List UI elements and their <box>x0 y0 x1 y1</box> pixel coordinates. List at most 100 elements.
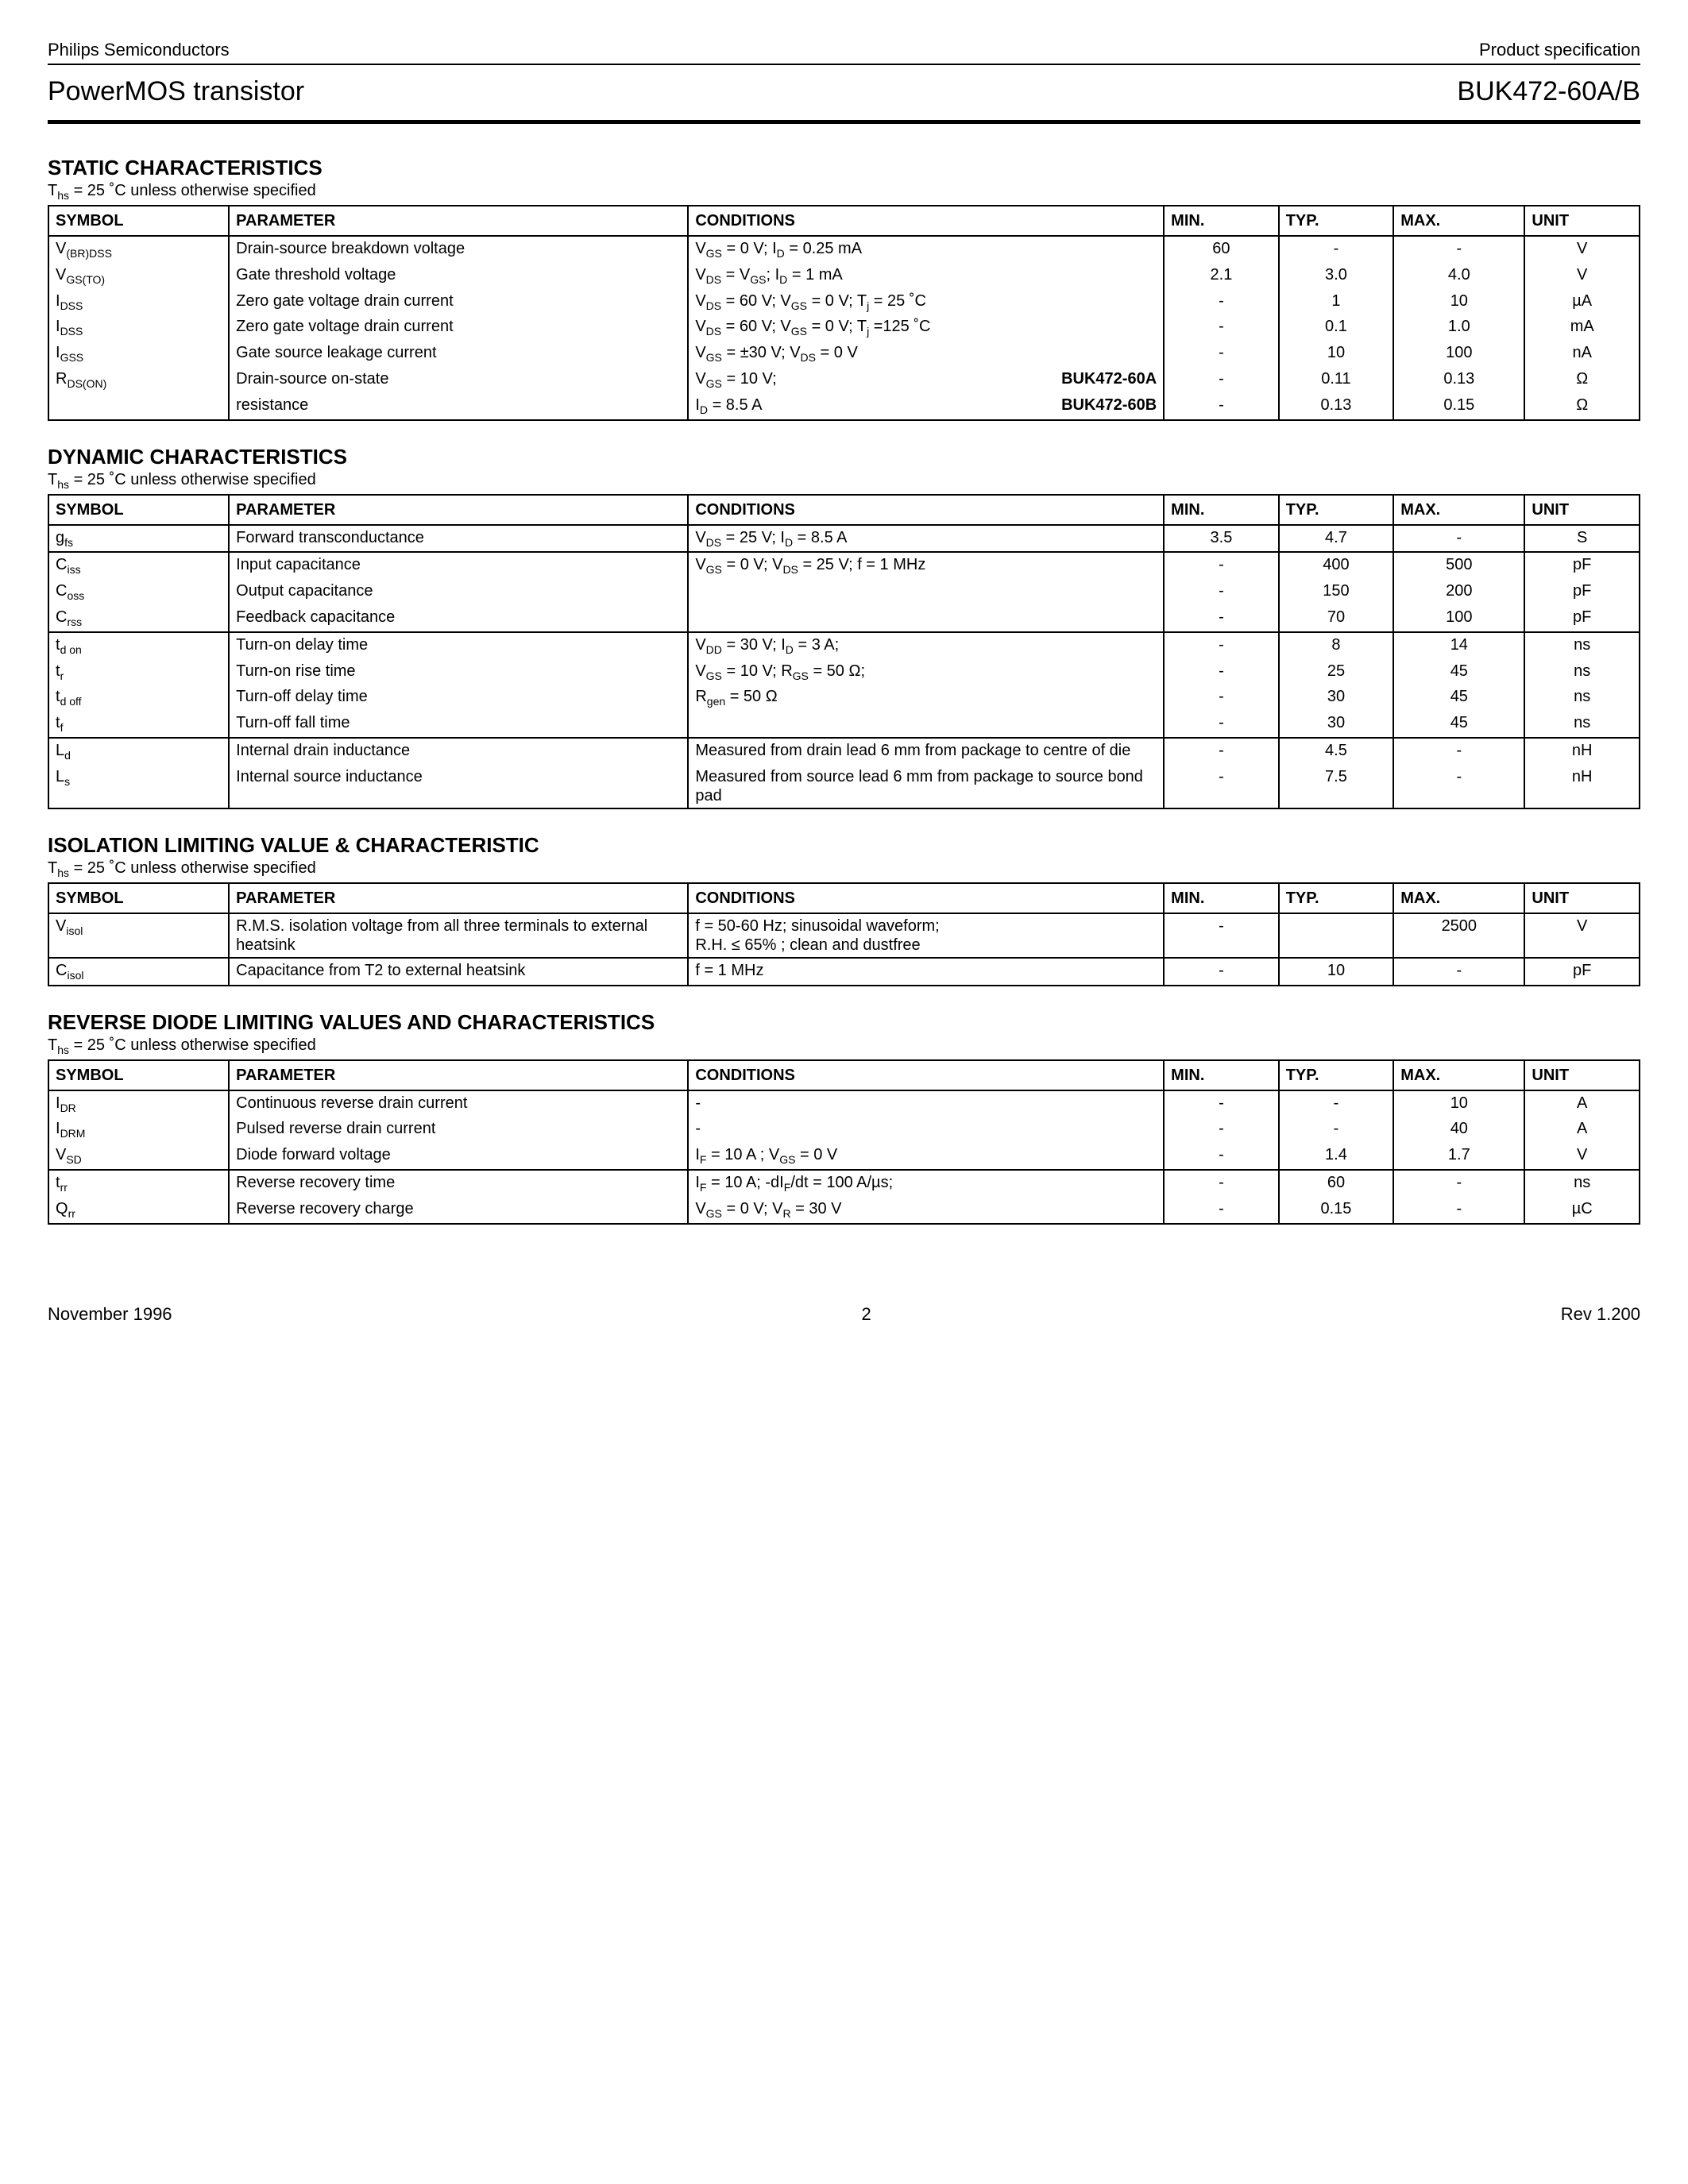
table-row: VSDDiode forward voltageIF = 10 A ; VGS … <box>48 1143 1640 1170</box>
unit-cell: nH <box>1524 738 1640 765</box>
column-header: MAX. <box>1393 1060 1524 1090</box>
company-name: Philips Semiconductors <box>48 40 230 60</box>
conditions-cell: VDS = 60 V; VGS = 0 V; Tj =125 ˚C <box>688 314 1164 341</box>
parameter-cell: Drain-source on-state <box>229 367 688 393</box>
conditions-cell: VGS = 0 V; VR = 30 V <box>688 1197 1164 1224</box>
symbol-cell: IDR <box>48 1090 229 1117</box>
max-cell: 1.7 <box>1393 1143 1524 1170</box>
section-title: REVERSE DIODE LIMITING VALUES AND CHARAC… <box>48 1010 1640 1035</box>
typ-cell: 0.15 <box>1279 1197 1394 1224</box>
conditions-cell: - <box>688 1090 1164 1117</box>
min-cell: 2.1 <box>1164 263 1279 289</box>
max-cell: - <box>1393 525 1524 553</box>
parameter-cell: Internal drain inductance <box>229 738 688 765</box>
max-cell: - <box>1393 1170 1524 1197</box>
typ-cell: - <box>1279 1090 1394 1117</box>
unit-cell: ns <box>1524 632 1640 659</box>
min-cell: - <box>1164 1117 1279 1143</box>
min-cell: - <box>1164 1143 1279 1170</box>
column-header: SYMBOL <box>48 1060 229 1090</box>
table-row: QrrReverse recovery chargeVGS = 0 V; VR … <box>48 1197 1640 1224</box>
section-title: STATIC CHARACTERISTICS <box>48 156 1640 180</box>
symbol-cell: tf <box>48 711 229 738</box>
typ-cell: 4.5 <box>1279 738 1394 765</box>
unit-cell: nH <box>1524 765 1640 808</box>
unit-cell: A <box>1524 1117 1640 1143</box>
max-cell: 0.15 <box>1393 393 1524 420</box>
column-header: UNIT <box>1524 495 1640 525</box>
parameter-cell: Gate source leakage current <box>229 341 688 367</box>
min-cell: - <box>1164 341 1279 367</box>
title-row: PowerMOS transistor BUK472-60A/B <box>48 65 1640 124</box>
min-cell: 60 <box>1164 236 1279 263</box>
unit-cell: ns <box>1524 659 1640 685</box>
parameter-cell: R.M.S. isolation voltage from all three … <box>229 913 688 958</box>
column-header: SYMBOL <box>48 883 229 913</box>
min-cell: - <box>1164 1090 1279 1117</box>
table-row: V(BR)DSSDrain-source breakdown voltageVG… <box>48 236 1640 263</box>
typ-cell <box>1279 913 1394 958</box>
unit-cell: Ω <box>1524 393 1640 420</box>
unit-cell: V <box>1524 913 1640 958</box>
column-header: MIN. <box>1164 1060 1279 1090</box>
parameter-cell: Reverse recovery charge <box>229 1197 688 1224</box>
conditions-cell: Measured from source lead 6 mm from pack… <box>688 765 1164 808</box>
parameter-cell: Continuous reverse drain current <box>229 1090 688 1117</box>
parameter-cell: Gate threshold voltage <box>229 263 688 289</box>
min-cell: - <box>1164 913 1279 958</box>
column-header: MIN. <box>1164 883 1279 913</box>
parameter-cell: Reverse recovery time <box>229 1170 688 1197</box>
symbol-cell: tr <box>48 659 229 685</box>
conditions-cell: - <box>688 1117 1164 1143</box>
column-header: SYMBOL <box>48 206 229 236</box>
min-cell: - <box>1164 711 1279 738</box>
symbol-cell: td off <box>48 685 229 711</box>
typ-cell: 150 <box>1279 579 1394 605</box>
conditions-cell: Rgen = 50 Ω <box>688 685 1164 711</box>
conditions-cell: VDS = VGS; ID = 1 mA <box>688 263 1164 289</box>
unit-cell: A <box>1524 1090 1640 1117</box>
unit-cell: Ω <box>1524 367 1640 393</box>
parameter-cell: Turn-off fall time <box>229 711 688 738</box>
column-header: TYP. <box>1279 883 1394 913</box>
table-row: trrReverse recovery timeIF = 10 A; -dIF/… <box>48 1170 1640 1197</box>
conditions-cell: VGS = 10 V; RGS = 50 Ω; <box>688 659 1164 685</box>
symbol-cell: Ld <box>48 738 229 765</box>
parameter-cell: Feedback capacitance <box>229 605 688 632</box>
typ-cell: 7.5 <box>1279 765 1394 808</box>
unit-cell: ns <box>1524 1170 1640 1197</box>
column-header: TYP. <box>1279 495 1394 525</box>
unit-cell: nA <box>1524 341 1640 367</box>
typ-cell: 4.7 <box>1279 525 1394 553</box>
max-cell: 1.0 <box>1393 314 1524 341</box>
column-header: PARAMETER <box>229 495 688 525</box>
typ-cell: 10 <box>1279 341 1394 367</box>
column-header: CONDITIONS <box>688 1060 1164 1090</box>
footer-rev: Rev 1.200 <box>1561 1304 1640 1325</box>
parameter-cell: Capacitance from T2 to external heatsink <box>229 958 688 986</box>
min-cell: - <box>1164 393 1279 420</box>
column-header: MIN. <box>1164 495 1279 525</box>
parameter-cell: Turn-on rise time <box>229 659 688 685</box>
unit-cell: ns <box>1524 685 1640 711</box>
table-row: LdInternal drain inductanceMeasured from… <box>48 738 1640 765</box>
column-header: UNIT <box>1524 1060 1640 1090</box>
conditions-cell <box>688 711 1164 738</box>
footer-date: November 1996 <box>48 1304 172 1325</box>
max-cell: 500 <box>1393 552 1524 579</box>
conditions-cell: f = 1 MHz <box>688 958 1164 986</box>
typ-cell: 1.4 <box>1279 1143 1394 1170</box>
min-cell: - <box>1164 765 1279 808</box>
table-row: VGS(TO)Gate threshold voltageVDS = VGS; … <box>48 263 1640 289</box>
table-row: RDS(ON)Drain-source on-stateVGS = 10 V;B… <box>48 367 1640 393</box>
table-row: td onTurn-on delay timeVDD = 30 V; ID = … <box>48 632 1640 659</box>
table-row: LsInternal source inductanceMeasured fro… <box>48 765 1640 808</box>
typ-cell: 25 <box>1279 659 1394 685</box>
table-row: CrssFeedback capacitance-70100pF <box>48 605 1640 632</box>
table-row: resistanceID = 8.5 ABUK472-60B-0.130.15Ω <box>48 393 1640 420</box>
conditions-cell: VGS = 10 V;BUK472-60A <box>688 367 1164 393</box>
typ-cell: 8 <box>1279 632 1394 659</box>
parameter-cell: Zero gate voltage drain current <box>229 289 688 315</box>
unit-cell: V <box>1524 1143 1640 1170</box>
table-row: IGSSGate source leakage currentVGS = ±30… <box>48 341 1640 367</box>
